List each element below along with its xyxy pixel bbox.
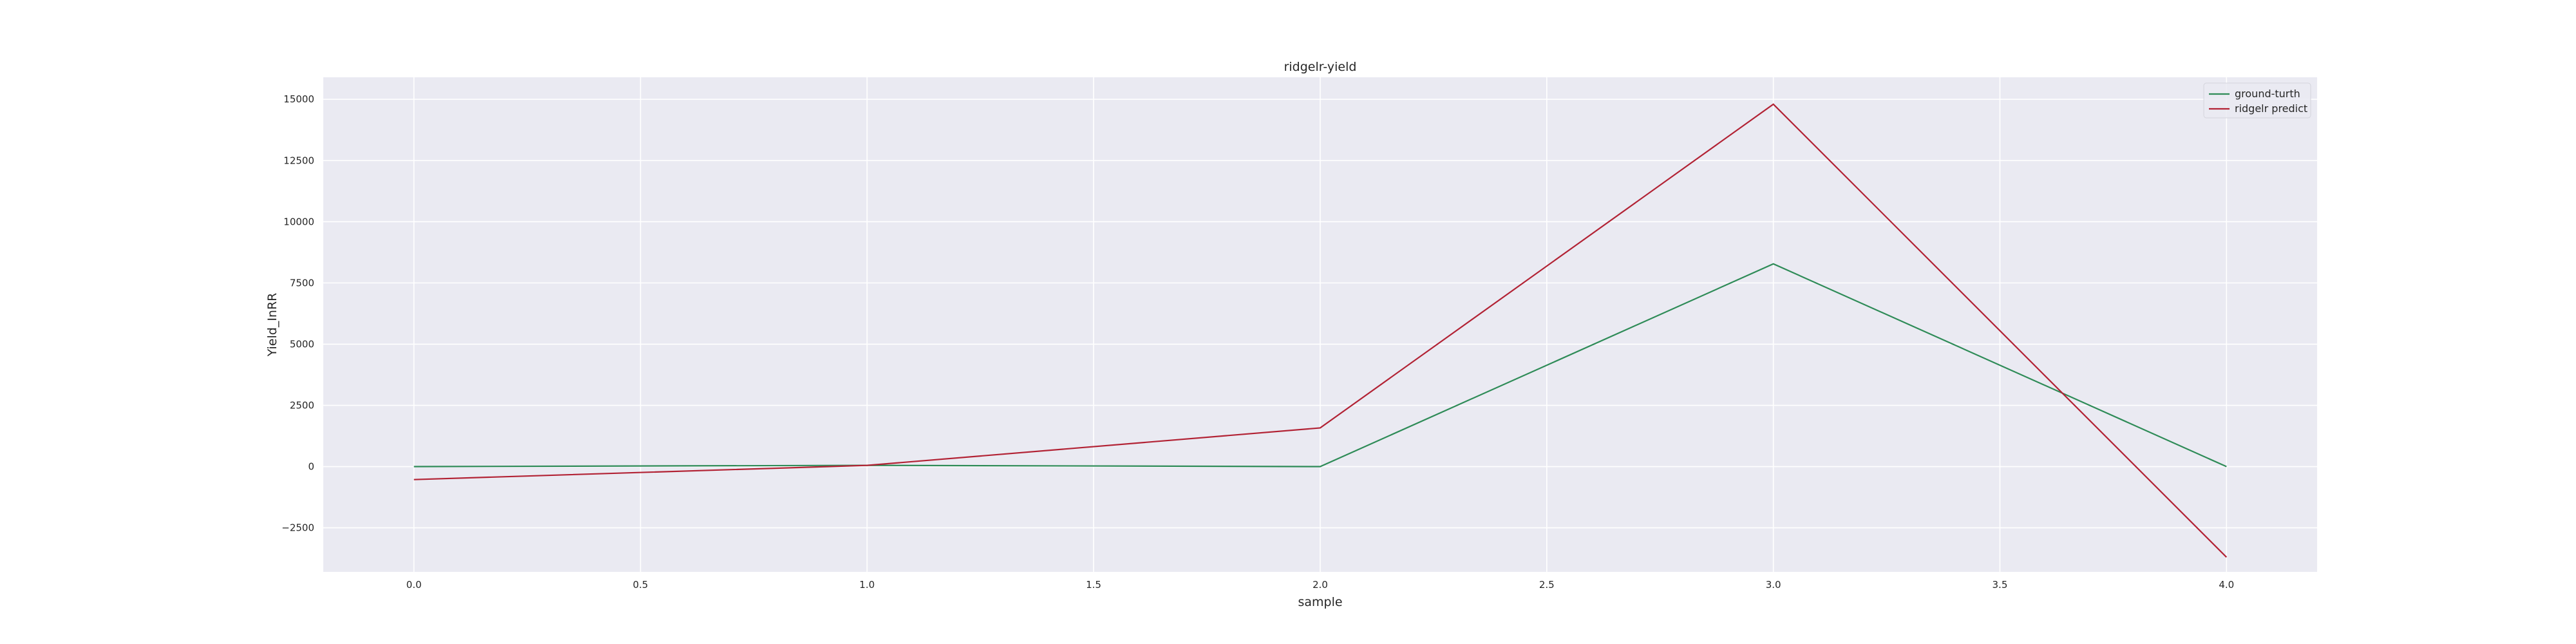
x-tick-label: 0.0: [406, 579, 422, 591]
y-tick-label: 7500: [290, 277, 314, 289]
y-tick-label: 10000: [283, 216, 314, 227]
x-axis-title: sample: [1298, 595, 1342, 609]
legend: ground-turth ridgelr predict: [2203, 82, 2311, 118]
legend-label: ridgelr predict: [2235, 102, 2307, 115]
legend-box: [2203, 82, 2311, 118]
x-tick-label: 2.0: [1312, 579, 1328, 591]
legend-label: ground-turth: [2235, 88, 2300, 100]
chart-title: ridgelr-yield: [1284, 60, 1357, 74]
y-tick-label: 15000: [283, 93, 314, 105]
y-axis-ticks: −2500 0 2500 5000 7500 10000 12500 15000: [281, 93, 314, 533]
x-tick-label: 0.5: [633, 579, 649, 591]
y-tick-label: 12500: [283, 155, 314, 166]
x-axis-ticks: 0.0 0.5 1.0 1.5 2.0 2.5 3.0 3.5 4.0: [406, 579, 2234, 591]
y-tick-label: 2500: [290, 399, 314, 411]
y-tick-label: 0: [308, 461, 314, 473]
x-tick-label: 1.5: [1086, 579, 1101, 591]
x-tick-label: 4.0: [2219, 579, 2234, 591]
y-tick-label: −2500: [281, 522, 314, 534]
y-axis-title: Yield_InRR: [265, 293, 279, 357]
x-tick-label: 3.0: [1766, 579, 1781, 591]
x-tick-label: 3.5: [1993, 579, 2008, 591]
y-tick-label: 5000: [290, 338, 314, 350]
series-lines: [413, 103, 2228, 558]
x-tick-label: 1.0: [859, 579, 875, 591]
x-tick-label: 2.5: [1539, 579, 1555, 591]
